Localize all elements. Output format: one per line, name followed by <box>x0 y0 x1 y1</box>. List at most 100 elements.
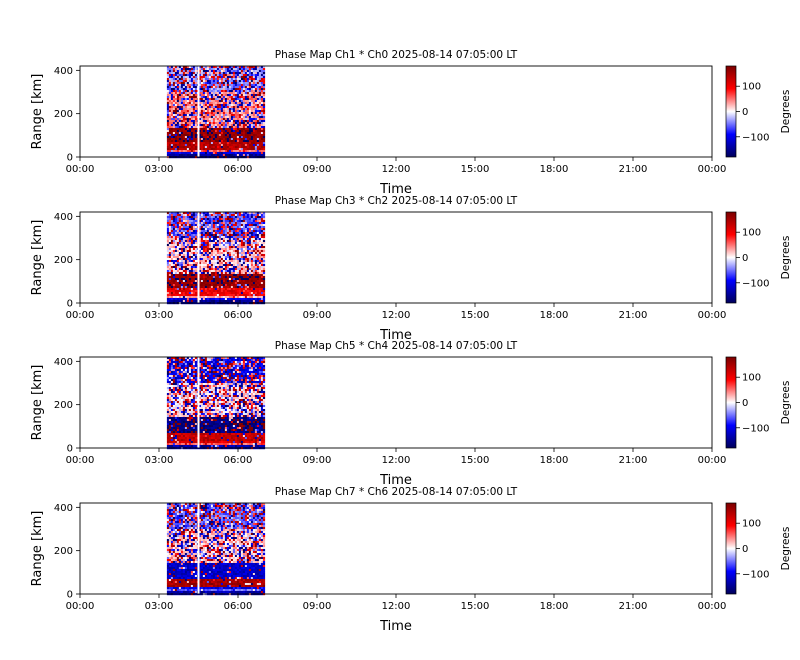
heatmap-cell <box>192 260 196 263</box>
heatmap-cell <box>246 222 250 225</box>
heatmap-cell <box>204 150 208 153</box>
heatmap-cell <box>166 100 170 103</box>
heatmap-cell <box>256 88 260 91</box>
heatmap-cell <box>218 98 222 101</box>
heatmap-cell <box>176 236 180 239</box>
heatmap-cell <box>230 106 234 109</box>
heatmap-cell <box>216 126 220 129</box>
heatmap-cell <box>262 282 266 285</box>
heatmap-cell <box>192 224 196 227</box>
heatmap-cell <box>194 270 198 273</box>
heatmap-cell <box>188 108 192 111</box>
heatmap-cell <box>210 264 214 267</box>
heatmap-cell <box>220 130 224 133</box>
heatmap-cell <box>198 294 202 297</box>
heatmap-cell <box>186 367 190 370</box>
heatmap-cell <box>210 359 214 362</box>
heatmap-cell <box>192 216 196 219</box>
heatmap-cell <box>208 152 212 155</box>
heatmap-cell <box>194 130 198 133</box>
heatmap-cell <box>202 134 206 137</box>
heatmap-cell <box>254 230 258 233</box>
heatmap-cell <box>176 122 180 125</box>
heatmap-cell <box>168 272 172 275</box>
heatmap-cell <box>180 88 184 91</box>
heatmap-cell <box>186 373 190 376</box>
heatmap-cell <box>166 238 170 241</box>
heatmap-cell <box>180 230 184 233</box>
heatmap-cell <box>226 290 230 293</box>
heatmap-cell <box>226 216 230 219</box>
heatmap-cell <box>188 144 192 147</box>
heatmap-cell <box>248 230 252 233</box>
heatmap-cell <box>178 144 182 147</box>
heatmap-cell <box>254 146 258 149</box>
heatmap-cell <box>178 248 182 251</box>
heatmap-cell <box>256 296 260 299</box>
heatmap-cell <box>180 76 184 79</box>
heatmap-cell <box>258 288 262 291</box>
heatmap-cell <box>212 66 216 69</box>
heatmap-cell <box>258 134 262 137</box>
heatmap-cell <box>166 94 170 97</box>
heatmap-cell <box>188 230 192 233</box>
heatmap-cell <box>172 232 176 235</box>
heatmap-cell <box>232 150 236 153</box>
heatmap-cell <box>250 248 254 251</box>
heatmap-cell <box>172 365 176 368</box>
heatmap-cell <box>244 152 248 155</box>
heatmap-cell <box>236 262 240 265</box>
heatmap-cell <box>172 144 176 147</box>
heatmap-cell <box>208 359 212 362</box>
heatmap-cell <box>214 286 218 289</box>
heatmap-cell <box>166 268 170 271</box>
heatmap-cell <box>244 254 248 257</box>
heatmap-cell <box>254 86 258 89</box>
heatmap-cell <box>178 365 182 368</box>
heatmap-cell <box>238 100 242 103</box>
heatmap-cell <box>184 152 188 155</box>
heatmap-cell <box>246 88 250 91</box>
heatmap-cell <box>246 120 250 123</box>
heatmap-cell <box>218 148 222 151</box>
heatmap-cell <box>184 118 188 121</box>
heatmap-cell <box>258 357 262 360</box>
heatmap-cell <box>216 124 220 127</box>
heatmap-cell <box>204 230 208 233</box>
heatmap-cell <box>220 128 224 131</box>
heatmap-cell <box>220 272 224 275</box>
heatmap-cell <box>214 242 218 245</box>
heatmap-cell <box>254 120 258 123</box>
heatmap-cell <box>256 86 260 89</box>
heatmap-cell <box>222 278 226 281</box>
heatmap-cell <box>172 282 176 285</box>
heatmap-cell <box>256 104 260 107</box>
heatmap-cell <box>236 266 240 269</box>
heatmap-cell <box>192 270 196 273</box>
heatmap-cell <box>228 244 232 247</box>
heatmap-cell <box>250 76 254 79</box>
heatmap-cell <box>238 234 242 237</box>
heatmap-cell <box>174 300 178 303</box>
heatmap-cell <box>220 84 224 87</box>
heatmap-cell <box>240 122 244 125</box>
heatmap-cell <box>198 108 202 111</box>
heatmap-cell <box>202 242 206 245</box>
heatmap-cell <box>190 236 194 239</box>
heatmap-cell <box>240 264 244 267</box>
heatmap-cell <box>224 132 228 135</box>
heatmap-cell <box>234 232 238 235</box>
heatmap-cell <box>168 292 172 295</box>
heatmap-cell <box>240 120 244 123</box>
heatmap-cell <box>218 361 222 364</box>
heatmap-cell <box>186 240 190 243</box>
heatmap-cell <box>218 246 222 249</box>
heatmap-cell <box>252 78 256 81</box>
heatmap-cell <box>176 278 180 281</box>
heatmap-cell <box>256 286 260 289</box>
heatmap-cell <box>216 94 220 97</box>
heatmap-cell <box>182 367 186 370</box>
heatmap-cell <box>236 294 240 297</box>
heatmap-cell <box>170 280 174 283</box>
heatmap-cell <box>176 106 180 109</box>
